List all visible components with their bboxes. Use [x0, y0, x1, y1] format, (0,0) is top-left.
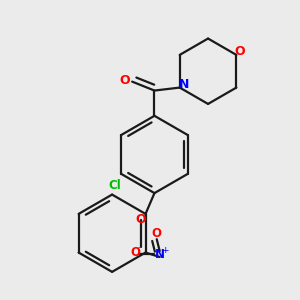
- Text: O: O: [130, 246, 140, 259]
- Text: Cl: Cl: [109, 178, 122, 192]
- Text: O: O: [152, 227, 162, 240]
- Text: O: O: [136, 213, 146, 226]
- Text: O: O: [235, 45, 245, 58]
- Text: -: -: [138, 243, 141, 252]
- Text: N: N: [155, 248, 165, 260]
- Text: N: N: [179, 78, 189, 91]
- Text: +: +: [161, 246, 169, 255]
- Text: O: O: [119, 74, 130, 87]
